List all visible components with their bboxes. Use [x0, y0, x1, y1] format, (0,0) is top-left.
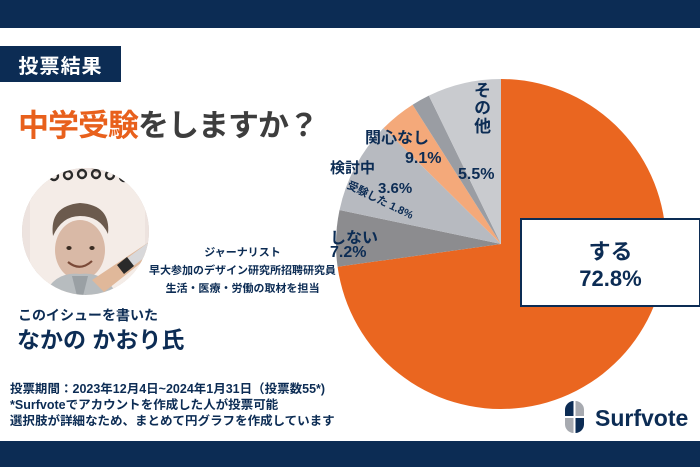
svg-text:Surfvote: Surfvote [595, 405, 688, 431]
